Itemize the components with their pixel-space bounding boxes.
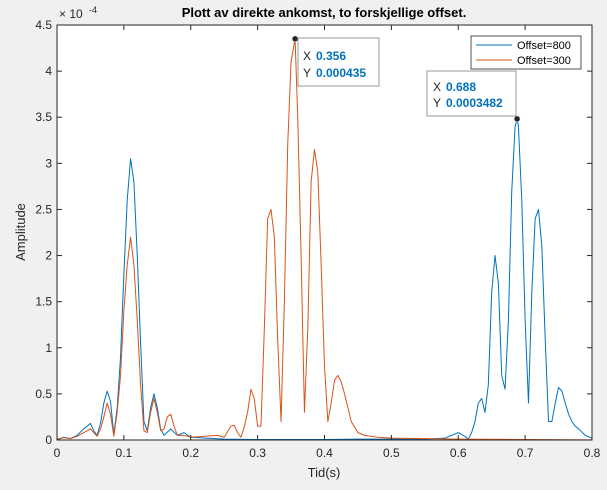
x-tick-label: 0.2	[182, 446, 199, 460]
datatip-x-key: X	[433, 80, 441, 94]
x-tick-label: 0	[54, 446, 61, 460]
x-tick-label: 0.1	[116, 446, 133, 460]
y-tick-label: 4	[45, 64, 52, 78]
series-line-offset-300	[56, 38, 593, 441]
ticks-layer: 0 0.1 0.2 0.3 0.4 0.5 0.6 0.7 0.8 0 0.5 1 1.5 2 2.5 3 3.…	[35, 18, 600, 460]
y-tick-label: 1	[45, 341, 52, 355]
datatip-offset-800-peak[interactable]: X 0.688 Y 0.0003482	[426, 70, 521, 123]
datatip-y-value: 0.0003482	[446, 96, 503, 110]
x-tick-label: 0.7	[517, 446, 534, 460]
y-axis-label: Amplitude	[13, 203, 28, 261]
y-exponent-power: -4	[89, 5, 97, 15]
datatip-offset-300-peak[interactable]: X 0.356 Y 0.000435	[291, 35, 380, 87]
chart-title: Plott av direkte ankomst, to forskjellig…	[182, 5, 467, 20]
series-layer	[56, 38, 593, 441]
x-tick-label: 0.8	[584, 446, 601, 460]
datatip-box	[426, 70, 517, 117]
y-tick-label: 3	[45, 156, 52, 170]
x-tick-label: 0.5	[383, 446, 400, 460]
x-tick-label: 0.3	[249, 446, 266, 460]
datatip-x-value: 0.688	[446, 80, 476, 94]
legend-box	[470, 35, 582, 70]
legend[interactable]: Offset=800 Offset=300	[470, 35, 582, 70]
y-tick-label: 4.5	[35, 18, 52, 32]
datatip-x-key: X	[303, 49, 311, 63]
datatip-marker	[291, 35, 299, 43]
y-tick-label: 2	[45, 249, 52, 263]
y-tick-label: 3.5	[35, 110, 52, 124]
legend-label-offset-800: Offset=800	[517, 40, 571, 52]
datatip-marker	[513, 115, 521, 123]
y-tick-label: 0.5	[35, 387, 52, 401]
x-tick-label: 0.6	[450, 446, 467, 460]
y-exponent-base: × 10	[59, 7, 83, 21]
datatip-y-key: Y	[433, 96, 441, 110]
datatip-y-key: Y	[303, 66, 311, 80]
datatip-y-value: 0.000435	[316, 66, 366, 80]
x-tick-label: 0.4	[316, 446, 333, 460]
y-tick-label: 1.5	[35, 295, 52, 309]
datatip-box	[297, 37, 380, 87]
datatip-x-value: 0.356	[316, 49, 346, 63]
y-tick-label: 0	[45, 433, 52, 447]
y-tick-label: 2.5	[35, 202, 52, 216]
x-axis-label: Tid(s)	[308, 465, 341, 480]
y-axis-exponent: × 10 -4	[59, 5, 97, 21]
legend-label-offset-300: Offset=300	[517, 55, 571, 67]
